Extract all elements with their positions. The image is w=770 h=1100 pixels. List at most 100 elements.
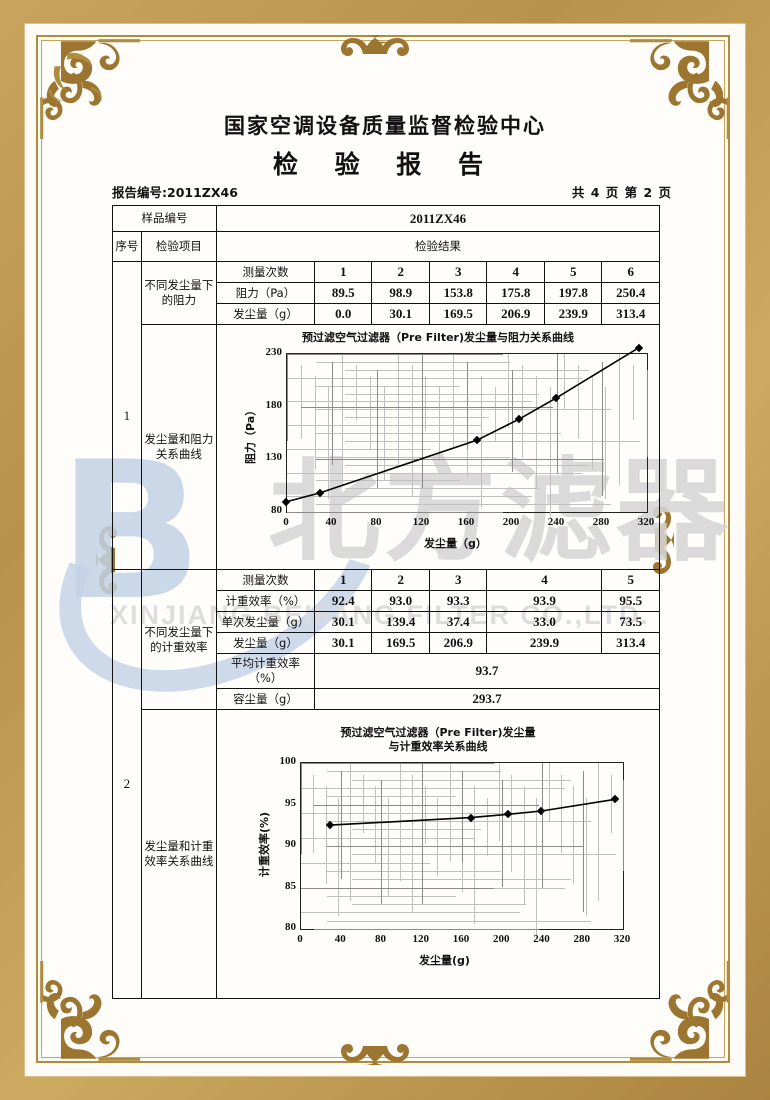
gridline-major-vertical bbox=[300, 763, 302, 855]
chart2-cell: 预过滤空气过滤器（Pre Filter)发尘量 与计重效率关系曲线 0 40 80 1… bbox=[215, 709, 661, 999]
y-axis-title: 计重效率(%) bbox=[257, 811, 271, 877]
gridline-vertical bbox=[536, 797, 538, 936]
y-tick-label: 85 bbox=[284, 879, 296, 892]
x-tick-label: 280 bbox=[592, 516, 610, 528]
gridline-major-vertical bbox=[542, 763, 544, 888]
gridline-major-horizontal bbox=[326, 846, 585, 847]
chart1-cell: 预过滤空气过滤器（Pre Filter)发尘量与阻力关系曲线 0 40 80 120 1… bbox=[215, 324, 661, 570]
gridline-vertical bbox=[453, 354, 455, 448]
gridline-vertical bbox=[412, 774, 414, 913]
gridline-horizontal bbox=[286, 377, 583, 379]
gridline-horizontal bbox=[300, 837, 475, 839]
x-tick-label: 120 bbox=[412, 516, 430, 528]
y-tick-label: 130 bbox=[265, 451, 282, 464]
gridline-vertical bbox=[486, 797, 488, 856]
page-indicator: 共 4 页 第 2 页 bbox=[571, 185, 672, 200]
sample-no-label: 样品编号 bbox=[112, 205, 217, 232]
gridline-horizontal bbox=[326, 870, 501, 872]
gridline-vertical bbox=[633, 365, 635, 421]
gridline-horizontal bbox=[300, 787, 565, 789]
gridline-vertical bbox=[610, 774, 612, 833]
cell-resistance-3: 153.8 bbox=[428, 282, 488, 304]
gridline-major-vertical bbox=[381, 779, 383, 905]
gridline-horizontal bbox=[344, 440, 640, 442]
gridline-major-vertical bbox=[502, 779, 504, 888]
gridline-vertical bbox=[523, 786, 525, 905]
cell-sdust-3: 37.4 bbox=[428, 611, 488, 633]
gridline-vertical bbox=[511, 774, 513, 873]
y-tick-label: 90 bbox=[284, 838, 296, 850]
gridline-vertical bbox=[536, 376, 538, 489]
cell-measure-2: 2 bbox=[371, 261, 430, 283]
gridline-horizontal bbox=[344, 417, 489, 419]
cell-sdust-4: 33.0 bbox=[486, 611, 603, 633]
row-label-measure-count: 测量次数 bbox=[215, 261, 315, 283]
gridline-horizontal bbox=[344, 464, 590, 466]
gridline-vertical bbox=[508, 354, 510, 429]
row-label-single-dust: 单次发尘量（g） bbox=[215, 611, 315, 633]
data-point-marker bbox=[634, 343, 643, 353]
chart1-title: 预过滤空气过滤器（Pre Filter)发尘量与阻力关系曲线 bbox=[301, 331, 574, 344]
y-tick-label: 80 bbox=[284, 921, 296, 933]
cell-dust-1: 0.0 bbox=[313, 303, 373, 325]
cell-sdust-1: 30.1 bbox=[313, 611, 373, 633]
gridline-major-vertical bbox=[622, 779, 624, 871]
gridline-major-vertical bbox=[511, 369, 513, 473]
gridline-horizontal bbox=[300, 812, 520, 814]
gridline-major-vertical bbox=[421, 763, 423, 905]
data-series-line bbox=[330, 798, 616, 826]
data-series-line bbox=[285, 347, 640, 503]
gridline-vertical bbox=[494, 387, 496, 443]
gridline-vertical bbox=[585, 797, 587, 916]
gridline-major-horizontal bbox=[313, 929, 540, 930]
gridline-vertical bbox=[325, 786, 327, 885]
table-row-chart1: 发尘量和阻力关系曲线 预过滤空气过滤器（Pre Filter)发尘量与阻力关系曲… bbox=[113, 324, 661, 570]
gridline-vertical bbox=[425, 376, 427, 432]
gridline-vertical bbox=[598, 763, 600, 901]
gridline-horizontal bbox=[300, 862, 430, 864]
gridline-major-vertical bbox=[601, 361, 603, 497]
gridline-major-vertical bbox=[646, 369, 648, 457]
gridline-vertical bbox=[550, 387, 552, 519]
cell-dust-6: 313.4 bbox=[601, 303, 660, 325]
cell-avg-efficiency: 93.7 bbox=[313, 653, 661, 689]
section2-item-curve: 发尘量和计重效率关系曲线 bbox=[140, 709, 217, 999]
gridline-horizontal bbox=[352, 854, 617, 856]
gridline-vertical bbox=[356, 365, 358, 421]
gridline-vertical bbox=[338, 797, 340, 916]
resistance-curve-chart: 预过滤空气过滤器（Pre Filter)发尘量与阻力关系曲线 0 40 80 120 1… bbox=[218, 327, 658, 567]
gridline-horizontal bbox=[326, 771, 501, 773]
gridline-horizontal bbox=[300, 912, 520, 914]
y-axis-title: 阻力（Pa） bbox=[243, 404, 257, 464]
gridline-major-horizontal bbox=[300, 887, 495, 889]
table-row-sample-no: 样品编号 2011ZX46 bbox=[112, 205, 661, 232]
cell-eff-4: 93.9 bbox=[486, 590, 603, 612]
gridline-horizontal bbox=[286, 425, 482, 427]
gridline-vertical bbox=[499, 763, 501, 841]
cell-measure2-3: 3 bbox=[428, 569, 488, 591]
cell-resistance-2: 98.9 bbox=[371, 282, 430, 304]
gridline-vertical bbox=[561, 774, 563, 853]
cell-resistance-4: 175.8 bbox=[486, 282, 545, 304]
gridline-horizontal bbox=[315, 480, 460, 482]
gridline-vertical bbox=[342, 354, 344, 486]
x-tick-label: 160 bbox=[452, 933, 470, 945]
gridline-major-vertical bbox=[461, 771, 463, 863]
row-label-measure-count-2: 测量次数 bbox=[215, 569, 315, 591]
gridline-major-horizontal bbox=[313, 804, 540, 806]
gridline-major-vertical bbox=[582, 771, 584, 913]
cell-dust-4: 206.9 bbox=[486, 303, 545, 325]
gridline-horizontal bbox=[352, 904, 527, 906]
y-tick-label: 230 bbox=[265, 346, 282, 358]
organization-title: 国家空调设备质量监督检验中心 bbox=[224, 114, 546, 138]
cell-tdust-2: 169.5 bbox=[371, 632, 430, 654]
gridline-horizontal bbox=[286, 472, 583, 474]
gridline-major-vertical bbox=[466, 361, 468, 449]
gridline-major-horizontal bbox=[301, 406, 554, 408]
gridline-horizontal bbox=[326, 821, 591, 823]
x-tick-label: 160 bbox=[457, 516, 475, 528]
gridline-vertical bbox=[591, 376, 593, 470]
cell-measure-1: 1 bbox=[313, 261, 373, 283]
x-tick-label: 240 bbox=[547, 516, 565, 528]
